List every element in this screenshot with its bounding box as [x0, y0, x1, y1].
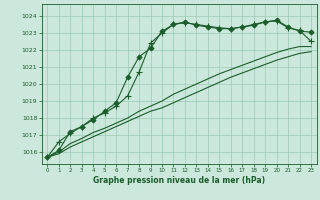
X-axis label: Graphe pression niveau de la mer (hPa): Graphe pression niveau de la mer (hPa)	[93, 176, 265, 185]
